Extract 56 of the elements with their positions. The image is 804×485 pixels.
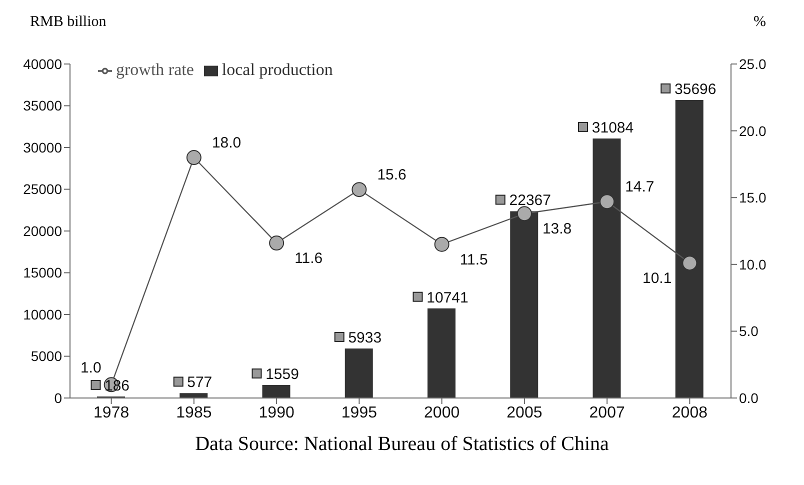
y-tick-label: 0 <box>54 390 62 406</box>
data-label: 14.7 <box>625 178 654 196</box>
data-label: 31084 <box>592 119 634 136</box>
y-tick-label: 35000 <box>23 98 62 114</box>
data-label: 35696 <box>674 80 716 98</box>
y-tick-label: 20000 <box>23 222 62 239</box>
y2-tick-label: 20.0 <box>739 122 766 139</box>
point <box>352 182 367 198</box>
point <box>434 236 450 252</box>
point <box>186 150 202 166</box>
data-label: 18.0 <box>212 134 242 152</box>
data-label: 1559 <box>266 366 299 383</box>
y-tick-label: 25000 <box>23 181 62 198</box>
bar <box>592 138 621 398</box>
data-label: 5933 <box>348 329 382 346</box>
data-label: 10.1 <box>642 270 672 288</box>
y2-axis-title: % <box>754 14 766 31</box>
data-label: 11.6 <box>294 250 323 268</box>
y-axis-title: RMB billion <box>30 14 106 31</box>
point <box>269 236 284 251</box>
data-label: 11.5 <box>460 251 488 268</box>
data-label: 1.0 <box>80 360 102 377</box>
point <box>516 206 532 222</box>
y2-tick-label: 25.0 <box>739 56 766 72</box>
x-tick-label: 2007 <box>589 404 625 422</box>
legend-label: local production <box>222 60 333 79</box>
y-tick-label: 15000 <box>23 264 62 281</box>
data-label: 13.8 <box>542 220 572 238</box>
y-tick-label: 40000 <box>23 56 62 72</box>
y2-tick-label: 10.0 <box>739 256 766 272</box>
x-tick-label: 1978 <box>94 404 130 422</box>
bar <box>428 308 456 398</box>
data-label: 577 <box>187 374 212 392</box>
bar <box>675 100 704 398</box>
x-tick-label: 2008 <box>672 404 708 422</box>
y-tick-label: 30000 <box>23 139 62 156</box>
bar <box>262 384 290 398</box>
y2-tick-label: 5.0 <box>739 323 759 340</box>
bar <box>344 348 373 398</box>
bar <box>180 393 208 398</box>
x-tick-label: 2000 <box>424 404 460 422</box>
x-tick-label: 1990 <box>258 404 294 422</box>
data-label: 15.6 <box>377 166 406 184</box>
x-tick-label: 2005 <box>506 404 542 422</box>
source-note: Data Source: National Bureau of Statistics of China <box>194 433 610 456</box>
legend-label: growth rate <box>116 60 194 79</box>
x-tick-label: 1995 <box>341 404 378 422</box>
point <box>682 256 698 271</box>
x-tick-label: 1985 <box>176 404 212 422</box>
y-tick-label: 5000 <box>30 348 62 364</box>
y2-tick-label: 15.0 <box>739 190 766 206</box>
data-label: 22367 <box>509 192 551 210</box>
point <box>600 194 615 210</box>
y-tick-label: 10000 <box>23 306 62 322</box>
data-label: 10741 <box>426 289 468 306</box>
y2-tick-label: 0.0 <box>739 390 759 406</box>
